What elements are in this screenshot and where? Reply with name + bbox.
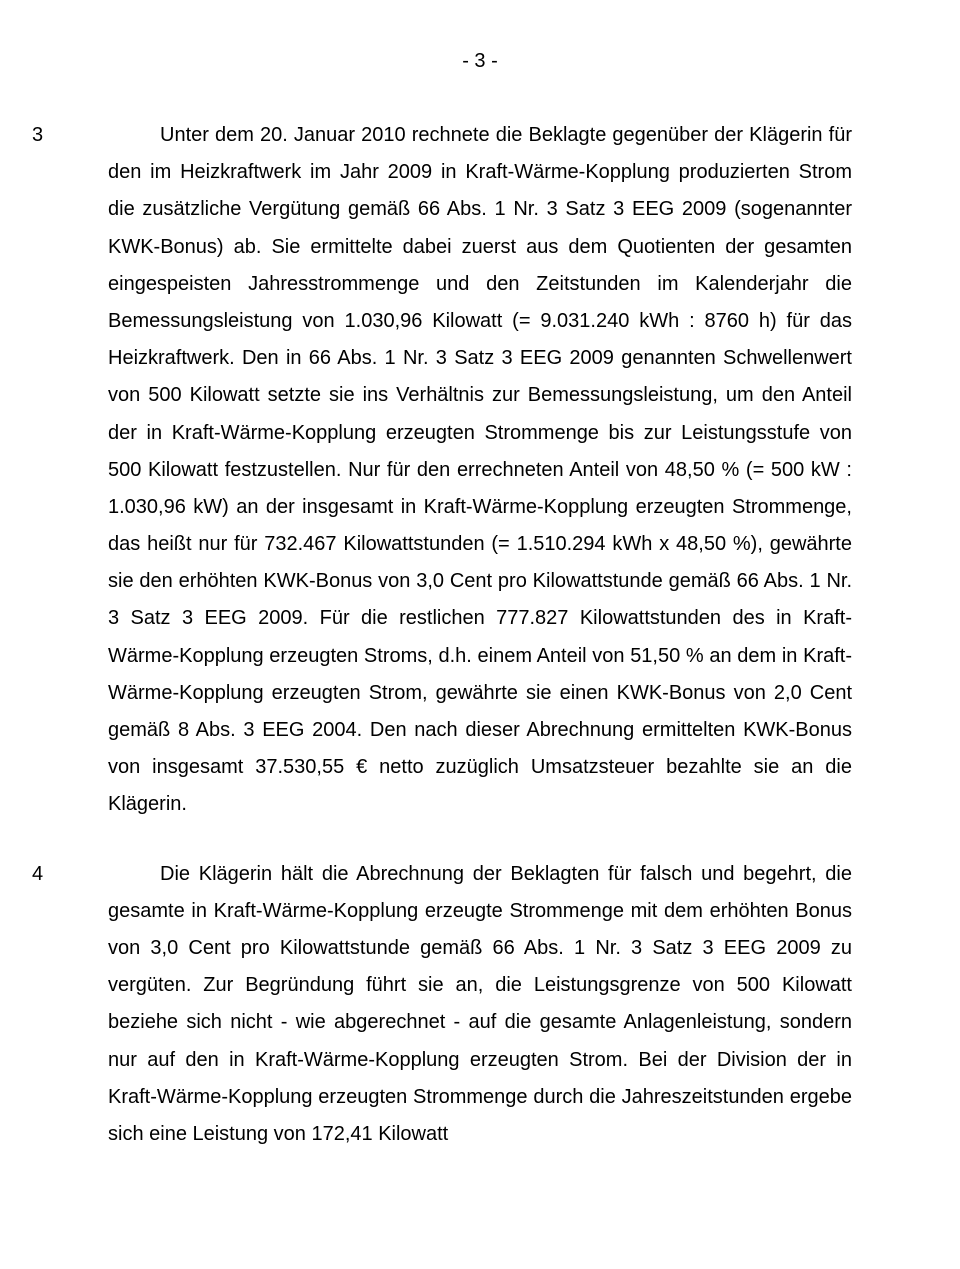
document-page: - 3 - 3 Unter dem 20. Januar 2010 rechne…: [0, 0, 960, 1269]
paragraph-content: Die Klägerin hält die Abrechnung der Bek…: [108, 863, 852, 1145]
margin-number: 3: [32, 117, 43, 154]
margin-number: 4: [32, 856, 43, 893]
paragraph-block: 3 Unter dem 20. Januar 2010 rechnete die…: [108, 117, 852, 824]
paragraph-block: 4 Die Klägerin hält die Abrechnung der B…: [108, 856, 852, 1154]
paragraph-content: Unter dem 20. Januar 2010 rechnete die B…: [108, 124, 852, 815]
page-number: - 3 -: [108, 50, 852, 73]
paragraph-text: Die Klägerin hält die Abrechnung der Bek…: [108, 856, 852, 1154]
paragraph-text: Unter dem 20. Januar 2010 rechnete die B…: [108, 117, 852, 824]
